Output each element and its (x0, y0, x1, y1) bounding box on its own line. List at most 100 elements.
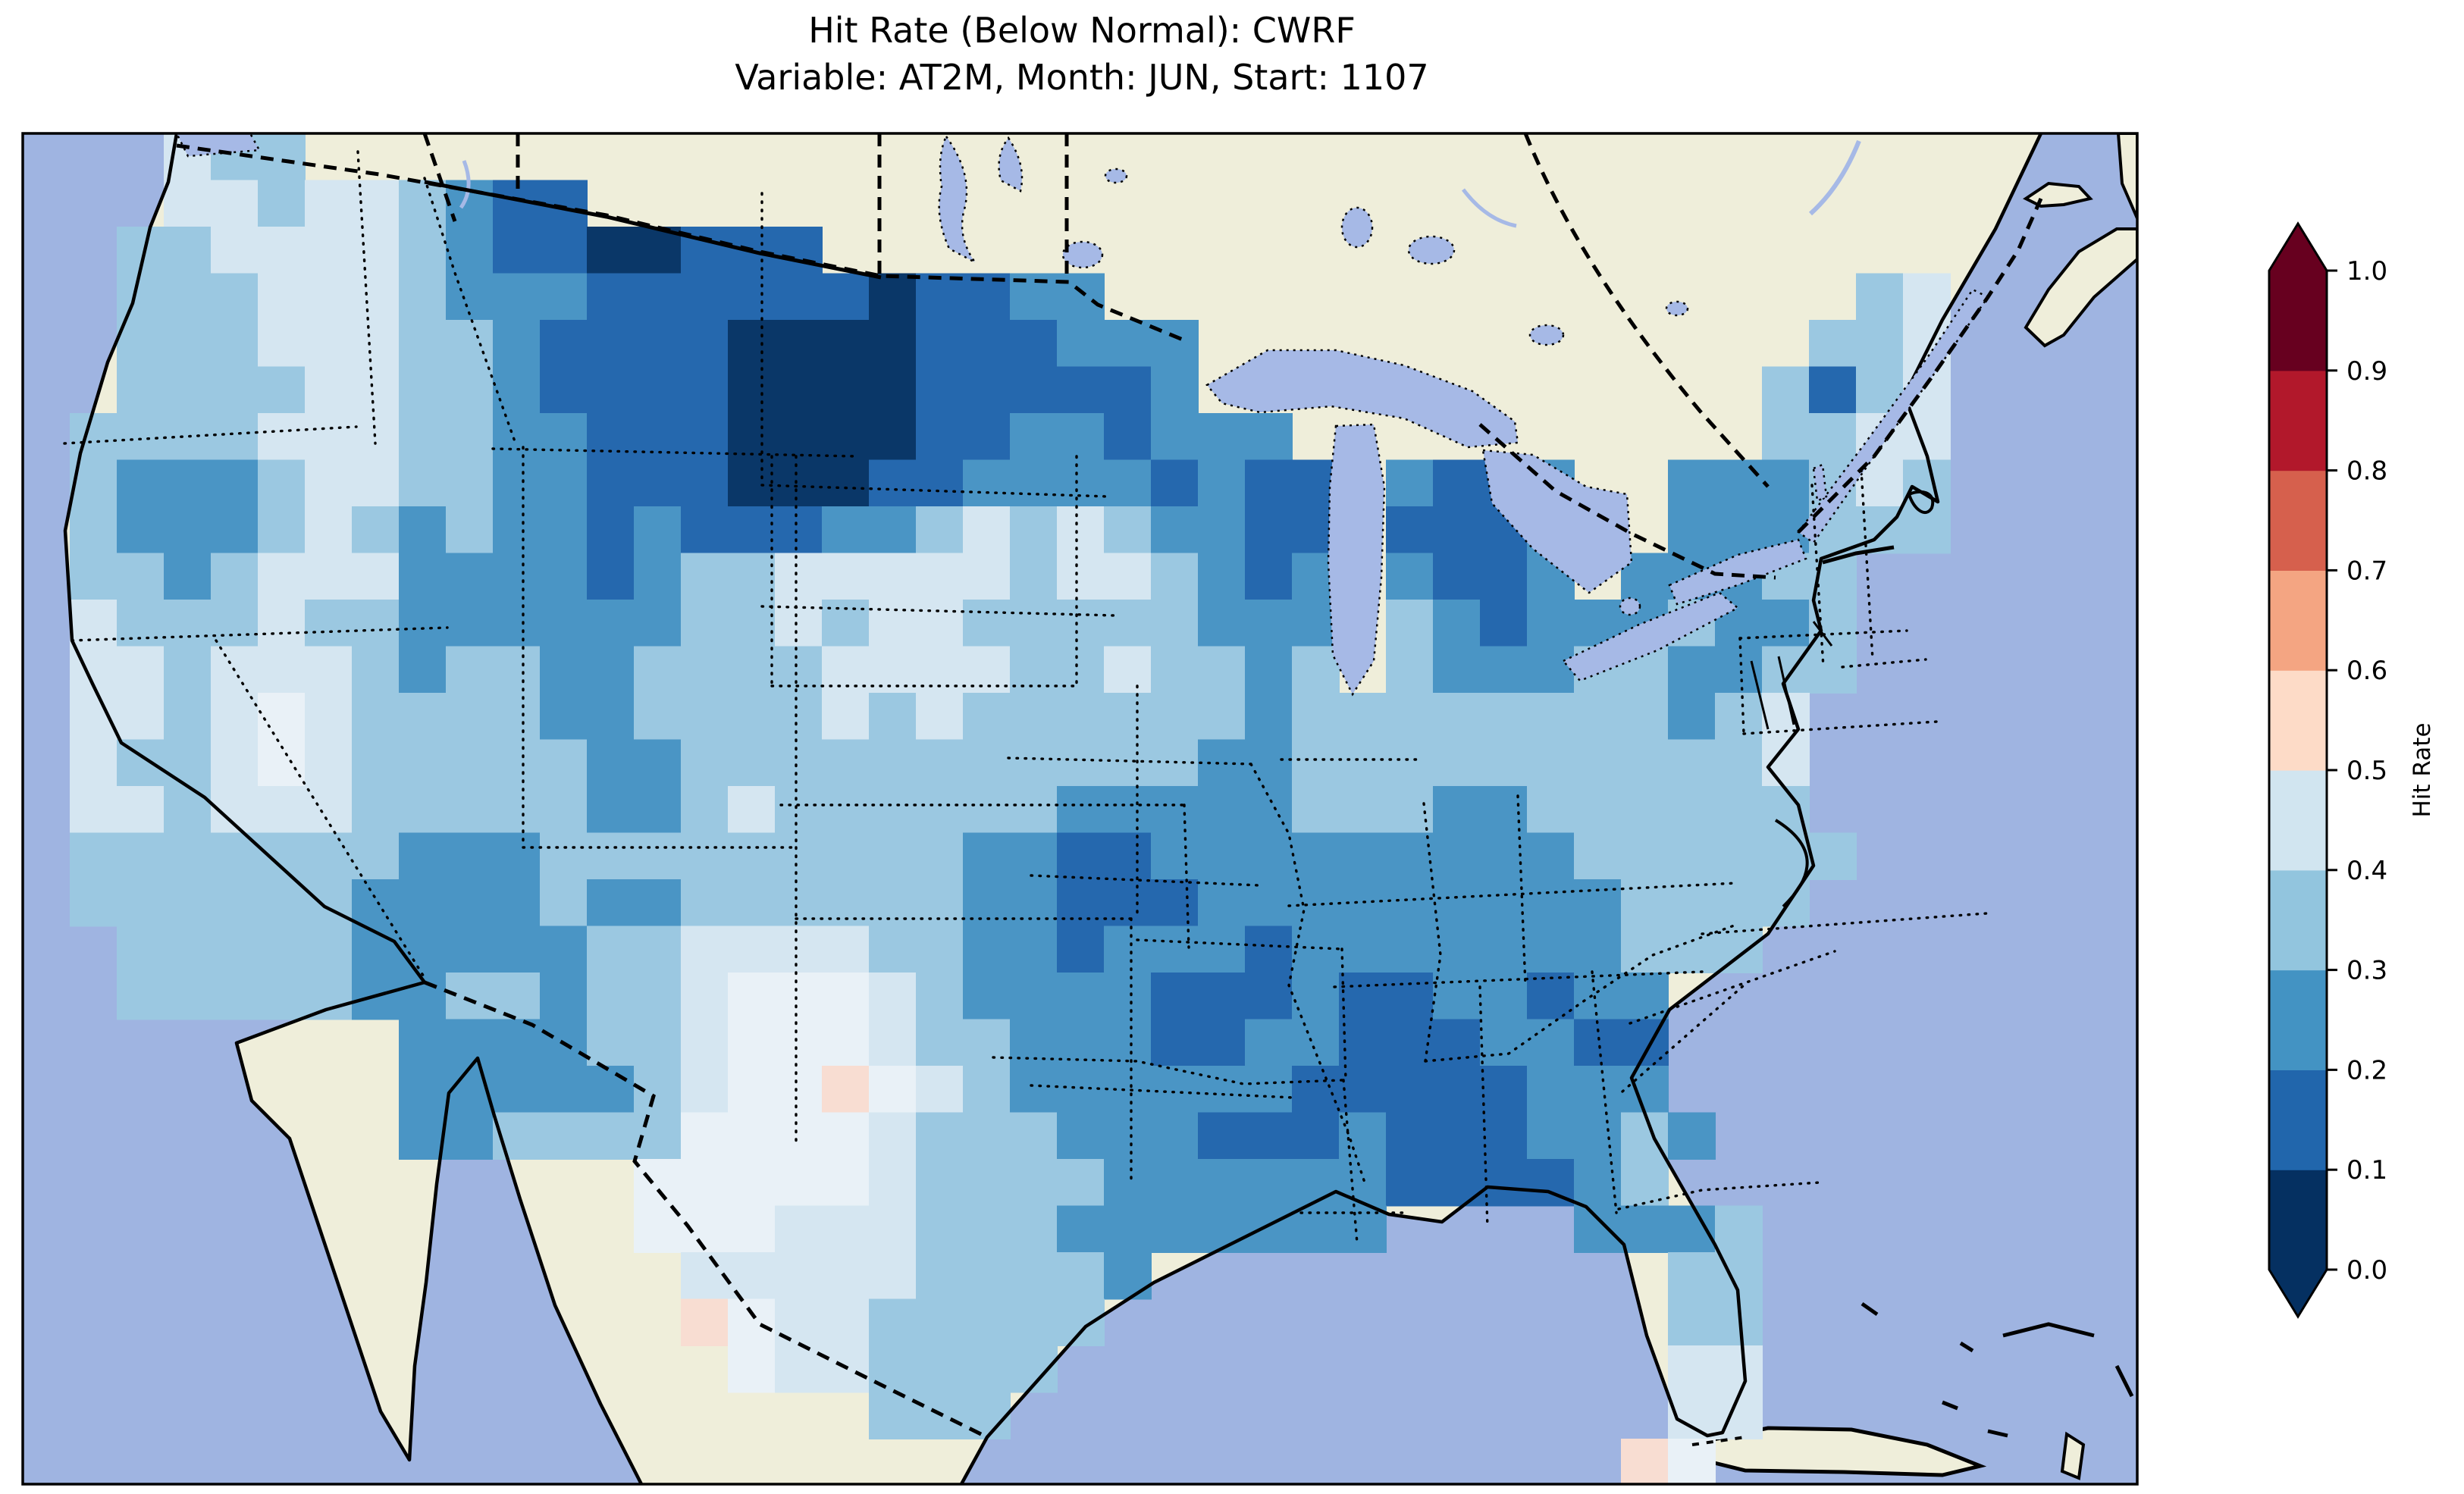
grid-cell (1386, 646, 1434, 694)
grid-cell (258, 227, 306, 274)
colorbar-segment (2269, 969, 2327, 1070)
grid-cell (1574, 1112, 1622, 1160)
grid-cell (1621, 786, 1669, 834)
grid-cell (775, 1345, 823, 1393)
grid-cell (211, 320, 259, 368)
grid-cell (869, 879, 917, 927)
grid-cell (634, 459, 682, 507)
grid-cell (493, 786, 541, 834)
grid-cell (587, 366, 635, 414)
colorbar-segment (2269, 869, 2327, 971)
grid-cell (1151, 320, 1199, 368)
grid-cell (1151, 553, 1199, 600)
colorbar-tick-label: 0.1 (2346, 1155, 2387, 1185)
colorbar-tick-label: 0.5 (2346, 756, 2387, 786)
grid-cell (822, 413, 870, 461)
grid-cell (164, 459, 212, 507)
grid-cell (1010, 366, 1058, 414)
grid-cell (1809, 832, 1857, 880)
grid-cell (164, 366, 212, 414)
state-border (1629, 950, 1836, 1025)
grid-cell (963, 413, 1011, 461)
state-border (1249, 763, 1366, 1184)
grid-cell (540, 506, 588, 554)
grid-cell (1198, 553, 1246, 600)
grid-cell (1668, 1345, 1716, 1393)
grid-cell (1104, 413, 1152, 461)
grid-cell (822, 926, 870, 973)
grid-cell (1245, 1019, 1293, 1066)
grid-cell (1151, 600, 1199, 647)
lake-manitoba (998, 136, 1024, 193)
grid-cell (211, 366, 259, 414)
grid-cell (399, 693, 447, 741)
grid-cell (1057, 786, 1105, 834)
country-border (1523, 133, 1770, 488)
grid-cell (1480, 786, 1528, 834)
grid-cell (211, 600, 259, 647)
grid-cell (1104, 1112, 1152, 1160)
grid-cell (1715, 693, 1763, 741)
grid-cell (634, 413, 682, 461)
grid-cell (587, 646, 635, 694)
grid-cell (117, 926, 165, 973)
grid-cell (1715, 1205, 1763, 1253)
grid-cell (1527, 832, 1575, 880)
grid-cell (352, 366, 400, 414)
coast-details-group (1691, 490, 2134, 1446)
grid-cell (446, 600, 494, 647)
grid-cell (1715, 646, 1763, 694)
grid-cell (1057, 832, 1105, 880)
grid-cell (869, 1112, 917, 1160)
grid-cell (1527, 879, 1575, 927)
grid-cell (1715, 832, 1763, 880)
grid-cell (117, 646, 165, 694)
grid-cell (399, 739, 447, 787)
grid-cell (1292, 832, 1340, 880)
grid-cell (211, 973, 259, 1020)
grid-cell (822, 553, 870, 600)
lake-winnipeg (938, 134, 977, 264)
grid-cell (493, 739, 541, 787)
grid-cell (1198, 600, 1246, 647)
grid-cell (446, 366, 494, 414)
grid-cell (540, 739, 588, 787)
grid-cell (822, 1252, 870, 1300)
grid-cell (352, 413, 400, 461)
grid-cell (70, 832, 118, 880)
grid-cell (728, 1345, 776, 1393)
state-border (1183, 803, 1190, 949)
grid-cell (117, 739, 165, 787)
grid-cell (634, 506, 682, 554)
grid-cell (869, 926, 917, 973)
grid-cell (1433, 739, 1481, 787)
grid-cell (1151, 1112, 1199, 1160)
grid-cell (1339, 739, 1387, 787)
grid-cell (1668, 1439, 1716, 1484)
grid-cell (1386, 926, 1434, 973)
grid-cell (1198, 973, 1246, 1020)
grid-cell (305, 553, 353, 600)
grid-cell (1104, 926, 1152, 973)
grid-cell (1433, 832, 1481, 880)
coastline (63, 133, 2043, 1484)
state-border (1516, 794, 1527, 987)
grid-cell (1292, 1019, 1340, 1066)
grid-cell (1480, 879, 1528, 927)
grid-cell (1245, 1112, 1293, 1160)
state-border (1591, 970, 1618, 1214)
colorbar-tick-label: 0.4 (2346, 856, 2387, 886)
grid-cell (681, 1066, 729, 1113)
grid-cell (399, 879, 447, 927)
grid-cell (634, 646, 682, 694)
grid-cell (117, 320, 165, 368)
grid-cell (211, 693, 259, 741)
grid-cell (963, 646, 1011, 694)
grid-cell (681, 879, 729, 927)
grid-cell (70, 413, 118, 461)
grid-cell (1292, 1112, 1340, 1160)
grid-cell (1292, 1159, 1340, 1207)
grid-cell (493, 832, 541, 880)
grid-cell (164, 553, 212, 600)
